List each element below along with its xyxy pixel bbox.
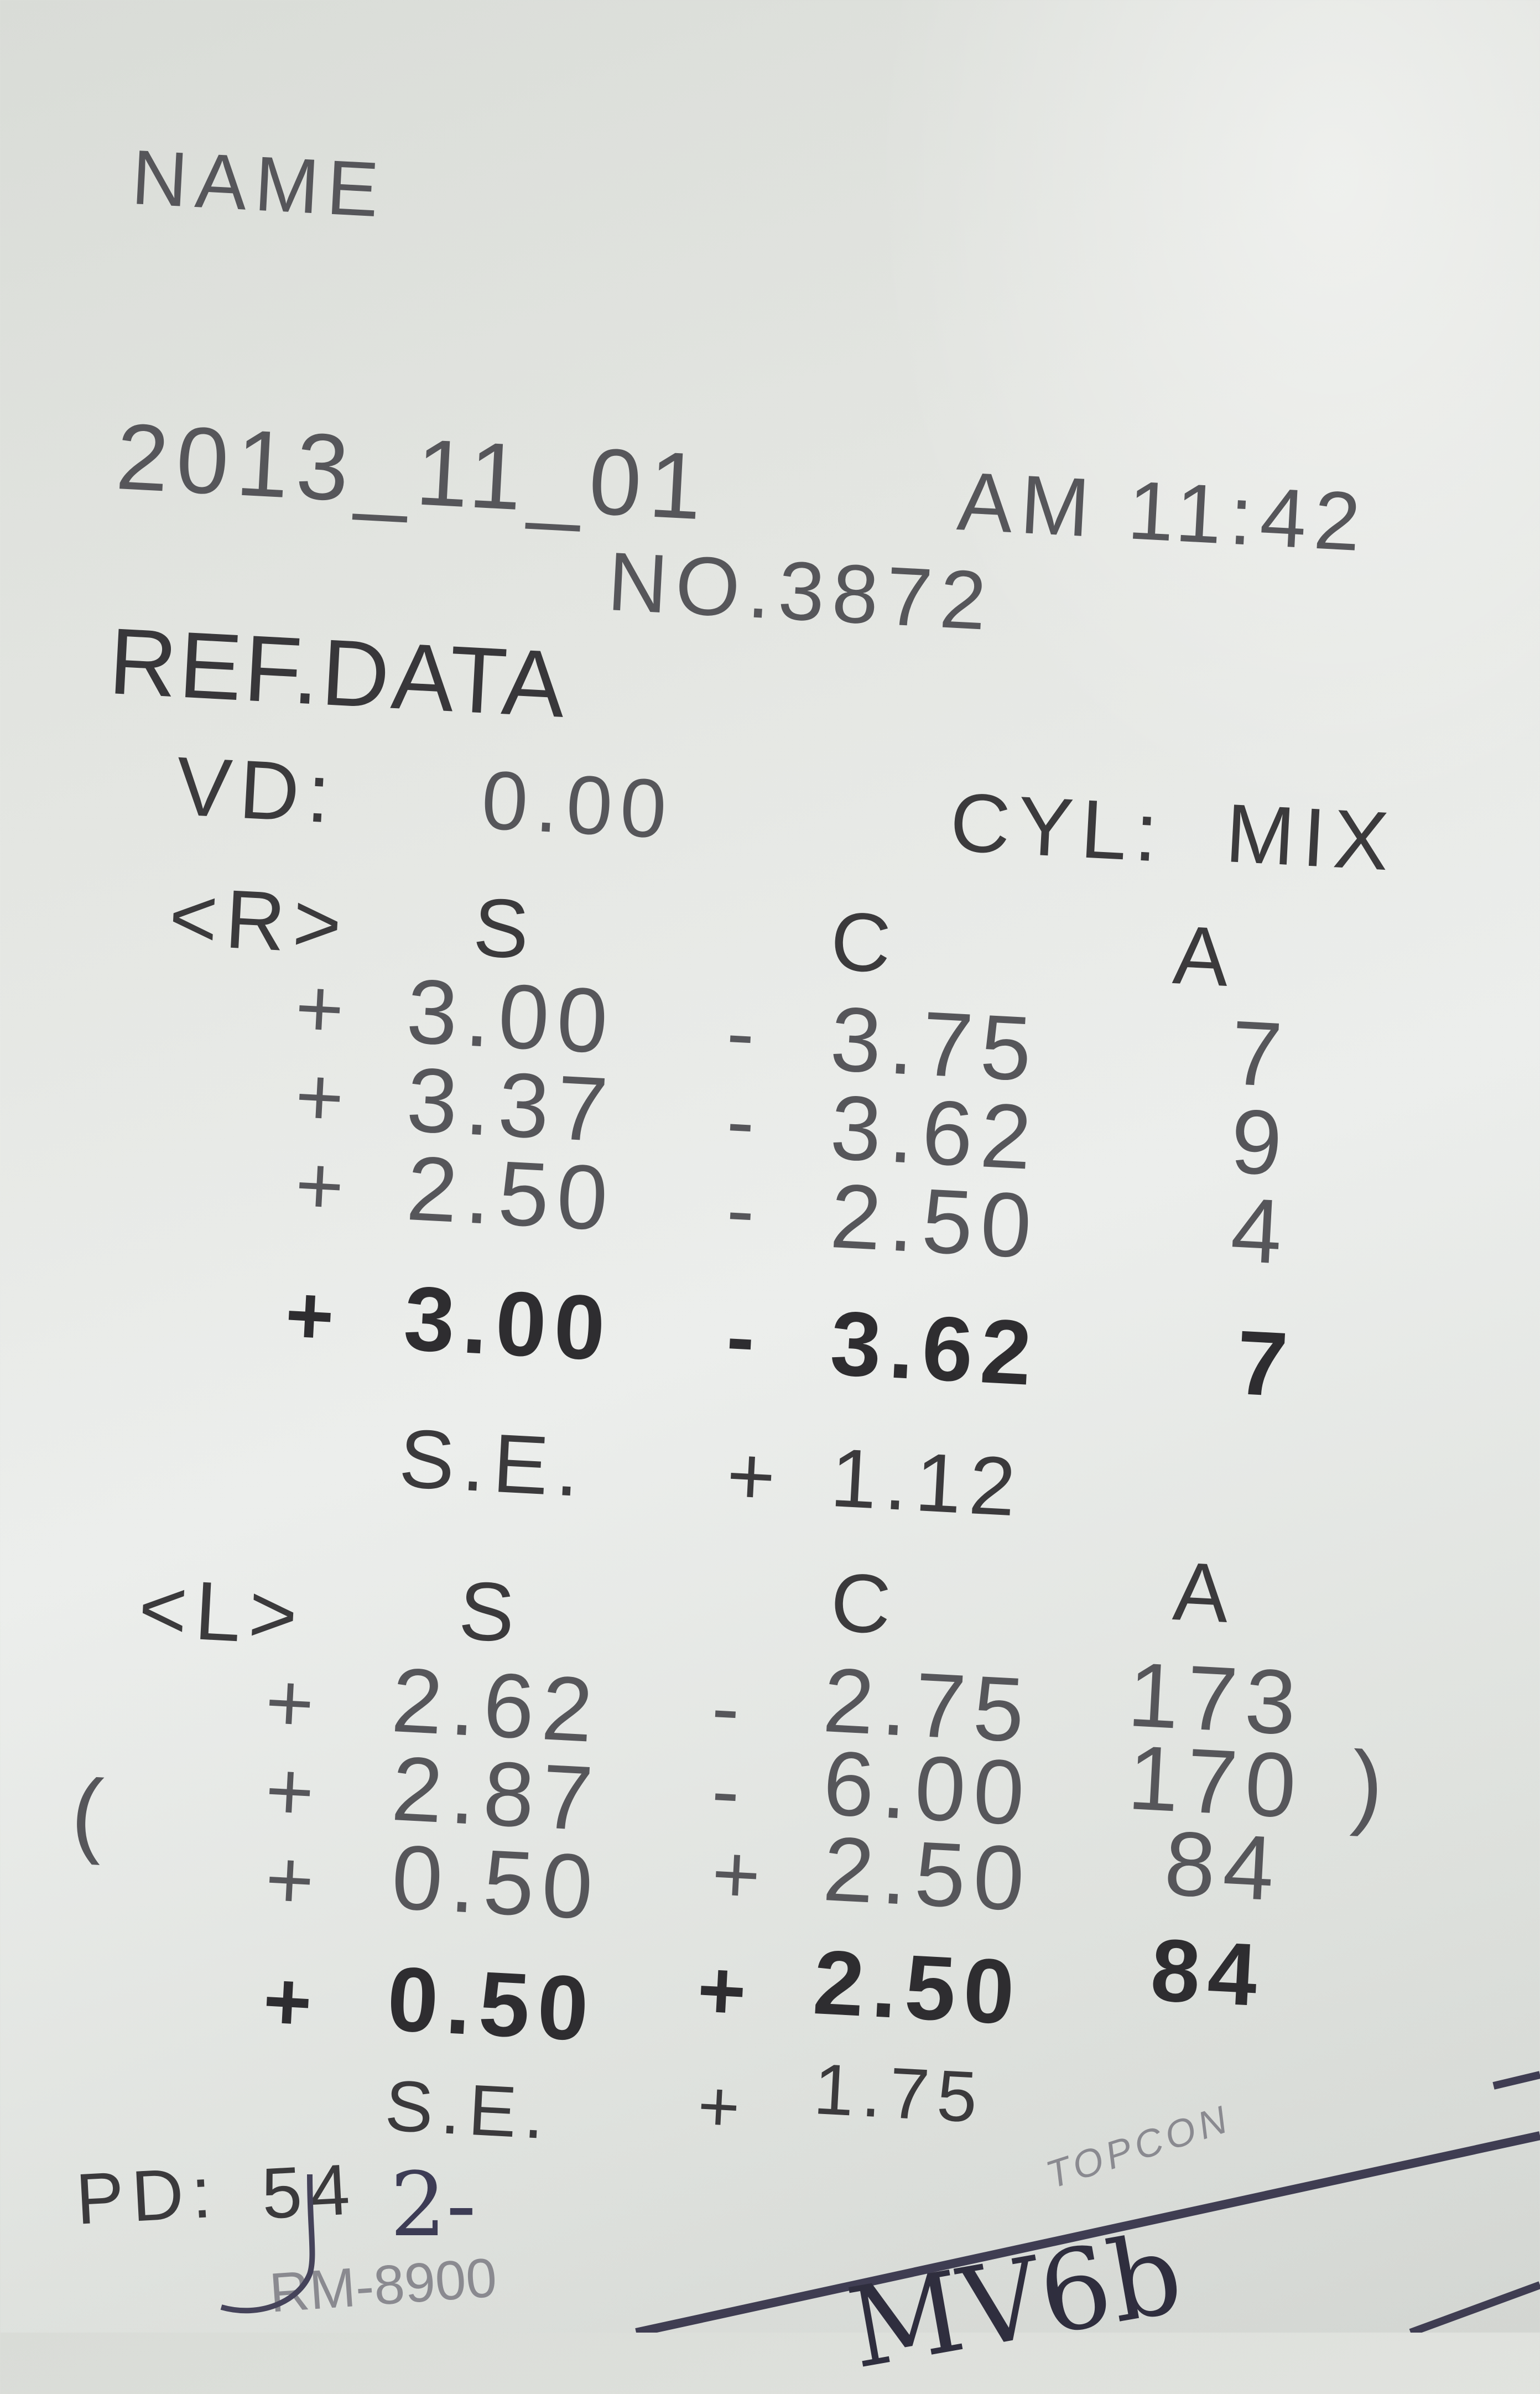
paper-highlight	[830, 0, 1540, 885]
pen-mark-right	[1492, 2071, 1540, 2090]
pen-line-lower	[1409, 2281, 1540, 2333]
pen-hook-stroke	[220, 2174, 315, 2314]
pen-strokes	[220, 2071, 1540, 2333]
pen-line	[635, 2131, 1540, 2333]
handwritten-pd-note: 2-	[390, 2153, 476, 2256]
